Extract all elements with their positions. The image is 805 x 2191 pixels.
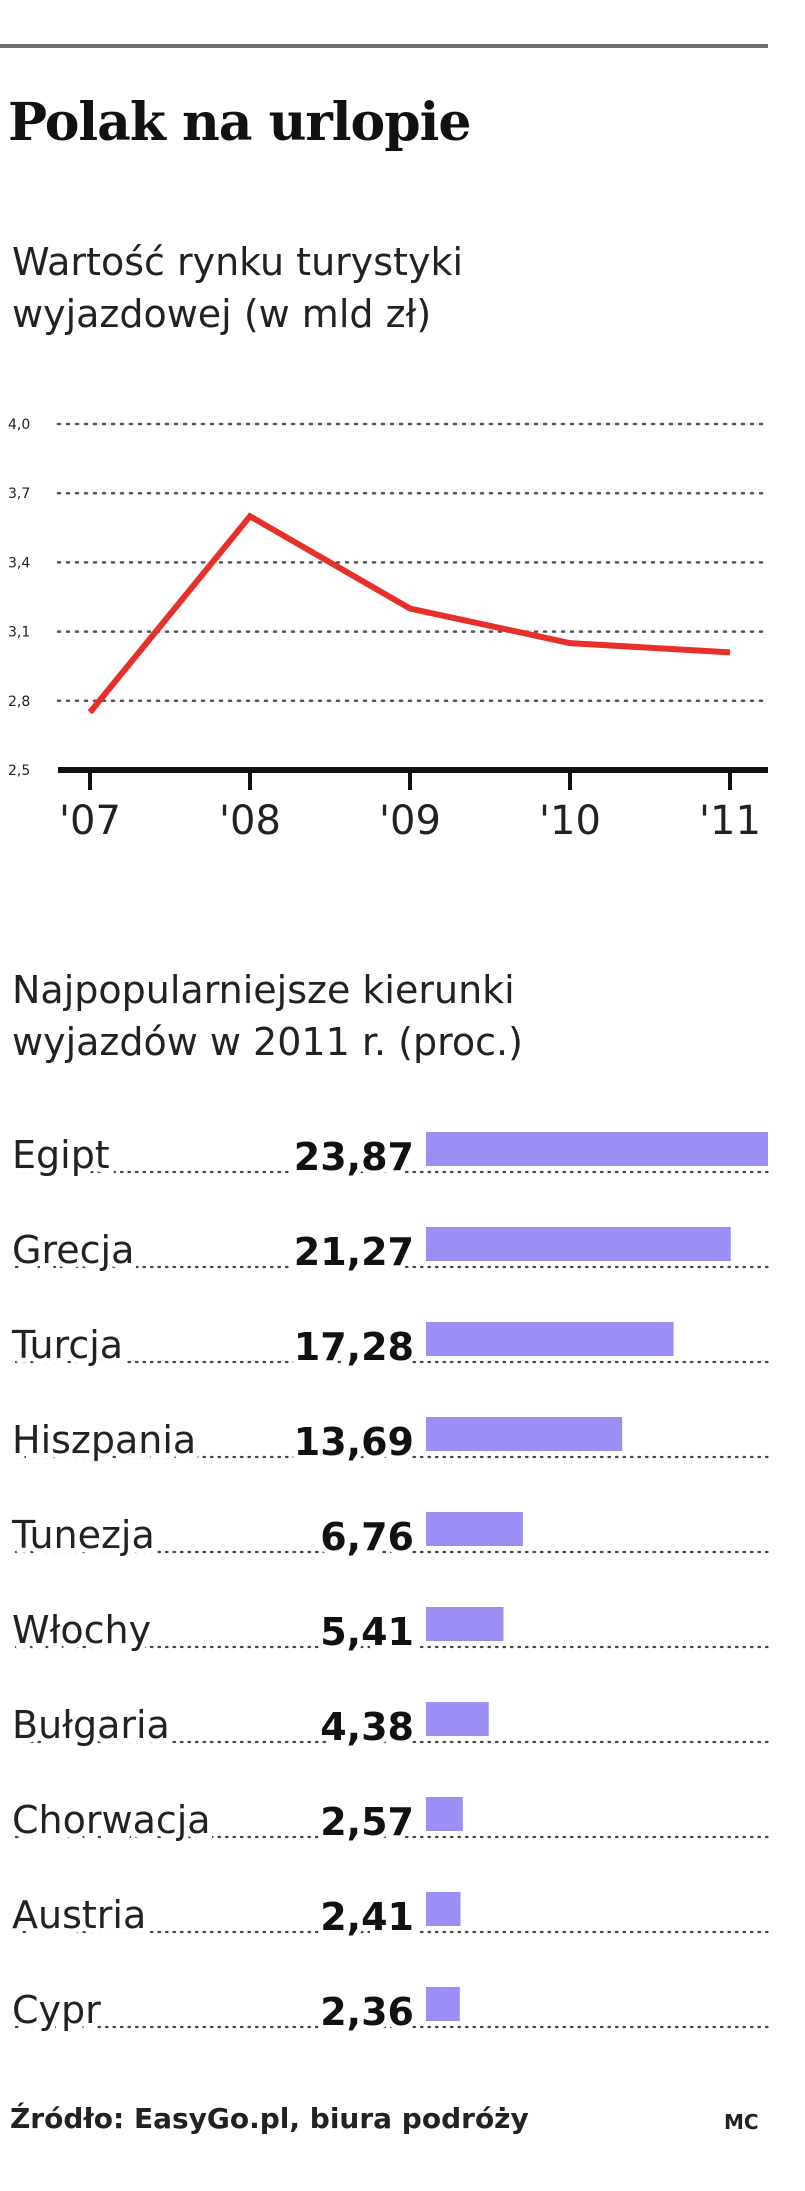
bar-row: Turcja 17,28: [6, 1318, 770, 1374]
data-point: [729, 651, 731, 653]
author-initials: MC: [724, 2110, 759, 2134]
x-tick-label: '09: [379, 798, 441, 844]
data-point: [569, 642, 571, 644]
bar-chart-subtitle-line-1: Najpopularniejsze kierunki: [12, 968, 515, 1012]
line-chart-subtitle-line-2: wyjazdowej (w mld zł): [12, 292, 432, 336]
bar-chart-subtitle: Najpopularniejsze kierunki wyjazdów w 20…: [12, 964, 772, 1068]
line-chart-subtitle: Wartość rynku turystyki wyjazdowej (w ml…: [12, 236, 772, 340]
bar-row: Chorwacja 2,57: [7, 1793, 770, 1849]
value-label: 13,69: [294, 1420, 414, 1464]
bar: [426, 1322, 674, 1356]
y-tick-label: 4,0: [8, 417, 30, 433]
y-tick-label: 2,5: [8, 763, 30, 779]
value-label: 2,36: [320, 1990, 414, 2034]
series-line: [87, 512, 731, 715]
category-label: Włochy: [12, 1608, 151, 1652]
value-label: 6,76: [320, 1515, 414, 1559]
y-tick-label: 3,7: [8, 486, 30, 502]
category-label: Turcja: [11, 1323, 123, 1367]
line-chart-subtitle-line-1: Wartość rynku turystyki: [12, 240, 464, 284]
bar: [426, 1892, 461, 1926]
value-label: 2,41: [320, 1895, 414, 1939]
category-label: Chorwacja: [12, 1798, 211, 1842]
bar-row: Grecja 21,27: [7, 1223, 770, 1279]
bar-row: Egipt 23,87: [7, 1128, 770, 1184]
x-tick-label: '08: [219, 798, 281, 844]
line-chart: 4,0 3,7 3,4 3,1 2,8 2,5 '07 '08 '09 '10 '11: [8, 417, 770, 844]
bar: [426, 1417, 623, 1451]
value-label: 5,41: [320, 1610, 414, 1654]
category-label: Grecja: [12, 1228, 134, 1272]
source-note: Źródło: EasyGo.pl, biura podróży: [10, 2102, 529, 2135]
bar-row: Hiszpania 13,69: [7, 1413, 770, 1469]
bar: [426, 1797, 463, 1831]
bar-row: Bułgaria 4,38: [7, 1698, 770, 1754]
bar-row: Włochy 5,41: [7, 1603, 770, 1659]
category-label: Egipt: [12, 1133, 110, 1177]
y-tick-label: 3,1: [8, 625, 30, 641]
data-point: [409, 608, 411, 610]
value-label: 2,57: [320, 1800, 414, 1844]
bar-row: Cypr 2,36: [7, 1983, 770, 2039]
bar: [426, 1227, 731, 1261]
category-label: Hiszpania: [12, 1418, 196, 1462]
x-tick-label: '07: [59, 798, 121, 844]
x-tick-label: '10: [539, 798, 601, 844]
data-point: [249, 515, 251, 517]
bar: [426, 1702, 489, 1736]
bar-row: Tunezja 6,76: [6, 1508, 770, 1564]
y-tick-label: 3,4: [8, 555, 30, 571]
x-tick-label: '11: [699, 798, 761, 844]
page-title: Polak na urlopie: [8, 92, 471, 153]
value-label: 4,38: [320, 1705, 414, 1749]
bar-chart-subtitle-line-2: wyjazdów w 2011 r. (proc.): [12, 1020, 523, 1064]
category-label: Cypr: [12, 1988, 101, 2032]
bar: [426, 1132, 768, 1166]
value-label: 21,27: [294, 1230, 414, 1274]
bar: [426, 1512, 523, 1546]
value-label: 23,87: [294, 1135, 414, 1179]
top-rule: [0, 44, 768, 48]
data-point: [89, 711, 91, 713]
value-label: 17,28: [294, 1325, 414, 1369]
bar-chart: Egipt 23,87 Grecja 21,27 Turcja 17,28 Hiszpani…: [6, 1128, 770, 2039]
bar-row: Austria 2,41: [7, 1888, 770, 1944]
bar: [426, 1607, 504, 1641]
y-tick-label: 2,8: [8, 694, 30, 710]
category-label: Bułgaria: [12, 1703, 170, 1747]
category-label: Tunezja: [11, 1513, 155, 1557]
category-label: Austria: [12, 1893, 146, 1937]
bar: [426, 1987, 460, 2021]
